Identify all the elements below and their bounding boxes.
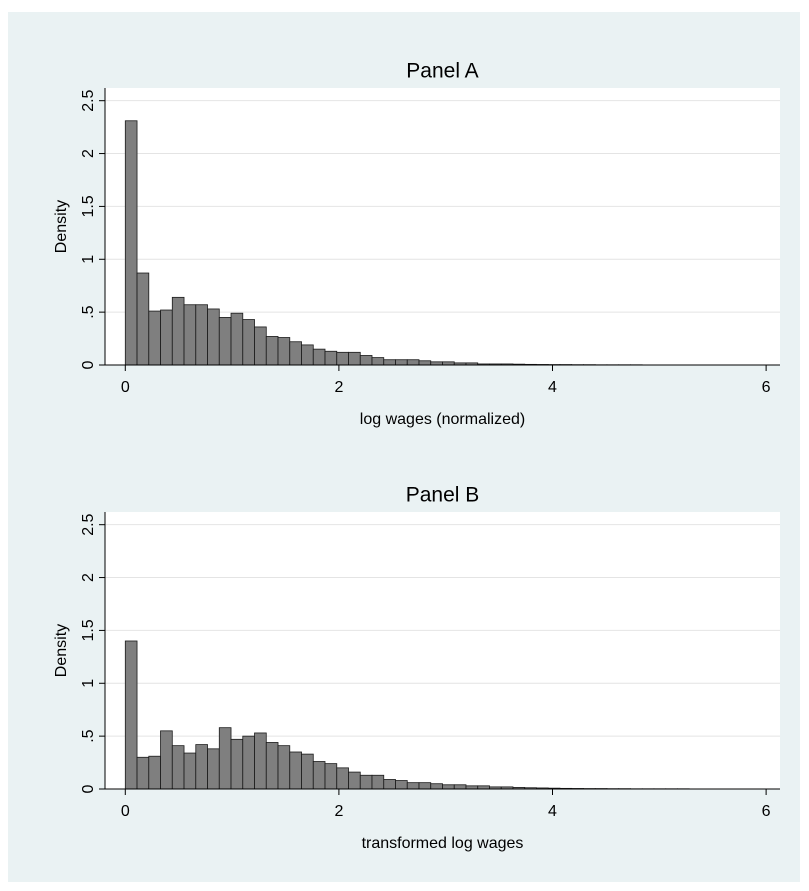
- bar: [218, 317, 232, 366]
- y-tick-label: 0: [80, 360, 97, 369]
- bar: [289, 751, 302, 790]
- bar: [395, 780, 408, 790]
- bar: [277, 337, 291, 366]
- bar: [301, 753, 314, 790]
- bar: [254, 732, 267, 790]
- y-axis-label: Density: [53, 624, 70, 677]
- bar: [312, 761, 326, 790]
- bar: [336, 767, 349, 790]
- x-tick-label: 4: [548, 803, 557, 820]
- y-axis-label: Density: [53, 200, 70, 253]
- bar: [324, 763, 338, 790]
- bar: [301, 344, 314, 366]
- bar: [124, 640, 138, 790]
- bar: [171, 296, 185, 366]
- y-tick-label: 2: [80, 573, 97, 582]
- bar: [418, 360, 432, 366]
- chart-title: Panel B: [406, 484, 480, 507]
- bar: [136, 272, 150, 366]
- plot-area: [105, 512, 780, 789]
- x-tick-label: 2: [334, 803, 343, 820]
- y-tick-label: 2.5: [80, 513, 97, 535]
- bar: [312, 348, 326, 366]
- bar: [183, 304, 197, 366]
- bar: [136, 756, 150, 790]
- bar: [336, 351, 349, 366]
- bar: [359, 355, 373, 366]
- bar: [242, 735, 255, 790]
- bar: [160, 730, 173, 790]
- bar: [254, 326, 267, 366]
- y-tick-label: 2.5: [80, 89, 97, 111]
- bar: [195, 304, 208, 366]
- bar: [230, 738, 244, 790]
- y-tick-label: .5: [80, 729, 97, 742]
- x-tick-label: 0: [121, 379, 130, 396]
- y-tick-label: 1: [80, 255, 97, 264]
- bar: [242, 319, 255, 366]
- bar: [124, 120, 138, 366]
- bar: [383, 779, 396, 790]
- bar: [148, 310, 161, 366]
- y-tick-label: 2: [80, 149, 97, 158]
- bar: [406, 782, 420, 790]
- bar: [277, 745, 291, 790]
- bar: [371, 774, 385, 790]
- bar: [183, 752, 197, 790]
- x-tick-label: 0: [121, 803, 130, 820]
- bar: [395, 359, 408, 366]
- y-tick-label: 1.5: [80, 619, 97, 641]
- bar: [406, 359, 420, 366]
- bar: [230, 312, 244, 366]
- bar: [348, 771, 361, 790]
- x-tick-label: 2: [334, 379, 343, 396]
- bar: [418, 782, 432, 790]
- y-tick-label: .5: [80, 305, 97, 318]
- bar: [207, 748, 220, 790]
- y-tick-label: 0: [80, 784, 97, 793]
- y-tick-label: 1: [80, 679, 97, 688]
- bar: [289, 341, 302, 366]
- bar: [359, 774, 373, 790]
- bar: [442, 784, 455, 790]
- bar: [195, 744, 208, 790]
- bar: [207, 308, 220, 366]
- bar: [383, 359, 396, 366]
- bar: [371, 357, 385, 366]
- bar: [265, 742, 279, 790]
- bar: [218, 727, 232, 790]
- x-axis-label: log wages (normalized): [360, 411, 525, 428]
- x-tick-label: 6: [762, 379, 771, 396]
- bar: [160, 309, 173, 366]
- bar: [148, 755, 161, 790]
- x-tick-label: 4: [548, 379, 557, 396]
- x-tick-label: 6: [762, 803, 771, 820]
- bar: [265, 336, 279, 366]
- bar: [348, 351, 361, 366]
- bar: [324, 350, 338, 366]
- bar: [171, 745, 185, 790]
- x-axis-label: transformed log wages: [362, 835, 524, 852]
- chart-title: Panel A: [406, 60, 478, 83]
- bar: [453, 784, 467, 790]
- bar: [430, 783, 443, 790]
- y-tick-label: 1.5: [80, 195, 97, 217]
